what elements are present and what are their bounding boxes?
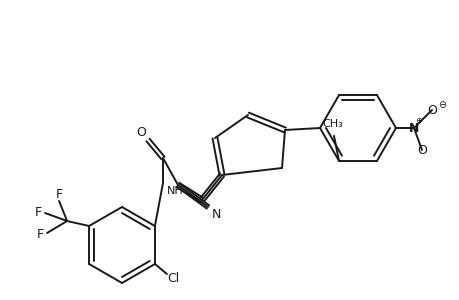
Text: ⊖: ⊖ (437, 100, 445, 110)
Text: ⊕: ⊕ (414, 116, 421, 124)
Text: O: O (426, 103, 436, 116)
Text: F: F (36, 229, 44, 242)
Text: O: O (416, 143, 426, 157)
Text: Cl: Cl (167, 272, 179, 286)
Text: O: O (136, 125, 146, 139)
Text: F: F (56, 188, 62, 200)
Text: NH: NH (166, 186, 183, 196)
Text: N: N (211, 208, 220, 220)
Text: CH₃: CH₃ (322, 119, 342, 129)
Text: N: N (408, 122, 418, 134)
Text: F: F (34, 206, 42, 220)
